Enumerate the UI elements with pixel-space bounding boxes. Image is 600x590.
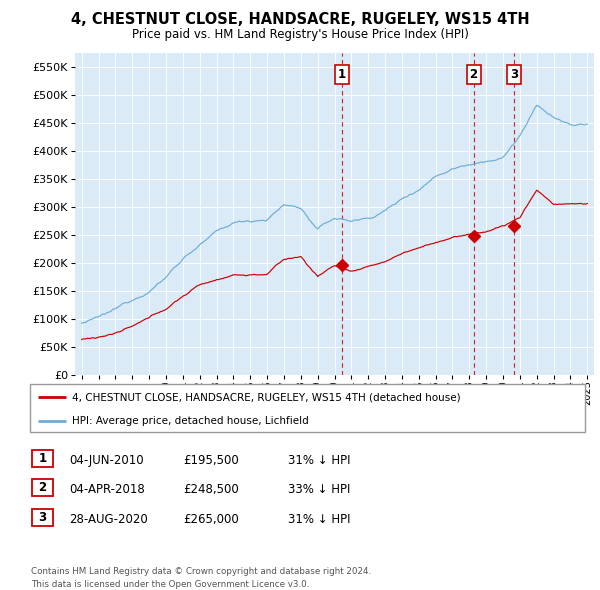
FancyBboxPatch shape [32,509,53,526]
Text: Contains HM Land Registry data © Crown copyright and database right 2024.
This d: Contains HM Land Registry data © Crown c… [31,568,371,589]
Text: 2: 2 [469,68,478,81]
Text: £248,500: £248,500 [183,483,239,496]
Text: 1: 1 [338,68,346,81]
Text: 2: 2 [38,481,47,494]
Text: 3: 3 [510,68,518,81]
Text: 31% ↓ HPI: 31% ↓ HPI [288,454,350,467]
Text: 4, CHESTNUT CLOSE, HANDSACRE, RUGELEY, WS15 4TH: 4, CHESTNUT CLOSE, HANDSACRE, RUGELEY, W… [71,12,529,27]
FancyBboxPatch shape [32,450,53,467]
Text: £195,500: £195,500 [183,454,239,467]
Text: 33% ↓ HPI: 33% ↓ HPI [288,483,350,496]
Text: 31% ↓ HPI: 31% ↓ HPI [288,513,350,526]
Text: 1: 1 [38,452,47,465]
Text: Price paid vs. HM Land Registry's House Price Index (HPI): Price paid vs. HM Land Registry's House … [131,28,469,41]
FancyBboxPatch shape [32,480,53,496]
Text: 04-JUN-2010: 04-JUN-2010 [69,454,143,467]
Text: HPI: Average price, detached house, Lichfield: HPI: Average price, detached house, Lich… [71,416,308,426]
Text: 04-APR-2018: 04-APR-2018 [69,483,145,496]
Text: 3: 3 [38,511,47,524]
FancyBboxPatch shape [30,384,585,432]
Text: 4, CHESTNUT CLOSE, HANDSACRE, RUGELEY, WS15 4TH (detached house): 4, CHESTNUT CLOSE, HANDSACRE, RUGELEY, W… [71,392,460,402]
Text: 28-AUG-2020: 28-AUG-2020 [69,513,148,526]
Text: £265,000: £265,000 [183,513,239,526]
